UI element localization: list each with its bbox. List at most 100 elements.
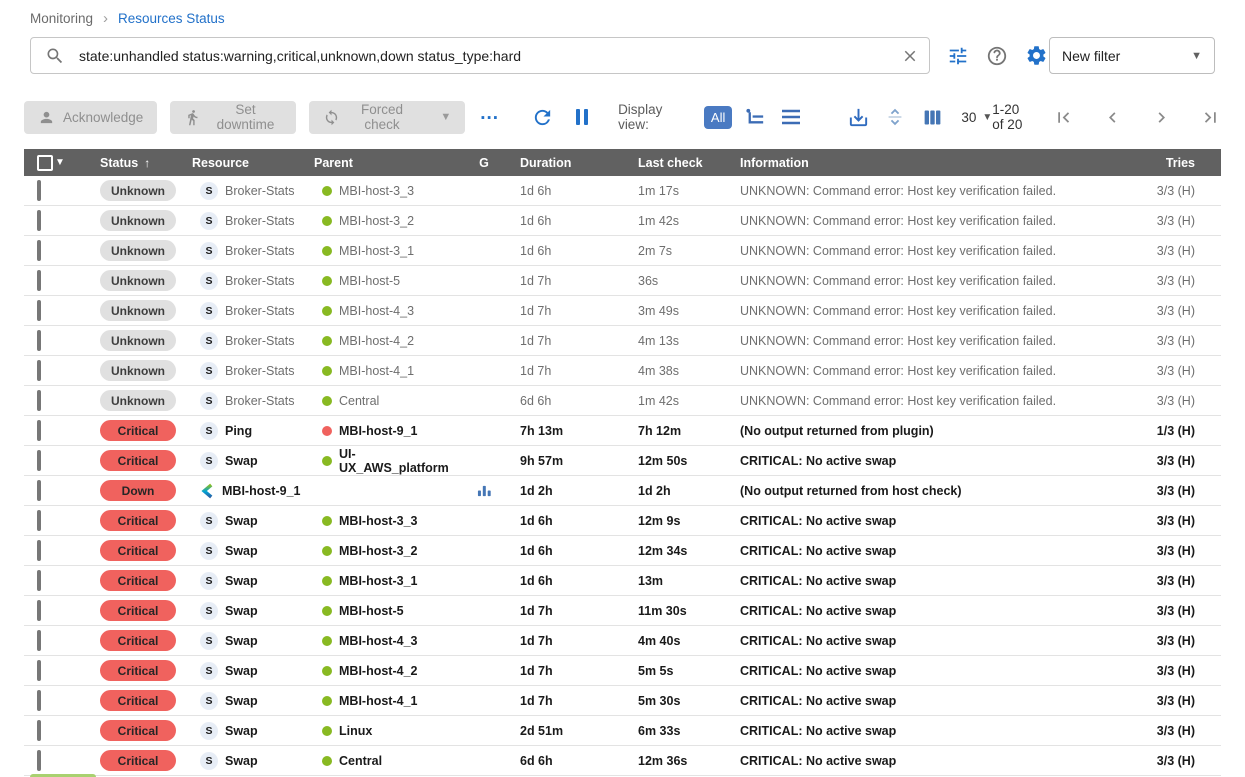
column-header-last-check[interactable]: Last check bbox=[638, 155, 703, 170]
parent-name[interactable]: MBI-host-3_1 bbox=[339, 243, 415, 258]
table-row[interactable]: Down MBI-host-9_1 1d 2h 1d 2h bbox=[24, 476, 1221, 506]
select-all-checkbox[interactable] bbox=[37, 154, 53, 171]
row-checkbox[interactable] bbox=[37, 599, 41, 621]
clear-search-icon[interactable] bbox=[901, 47, 919, 65]
parent-name[interactable]: MBI-host-4_1 bbox=[339, 693, 418, 708]
resource-name[interactable]: MBI-host-9_1 bbox=[222, 483, 301, 498]
status-badge[interactable]: Unknown bbox=[100, 390, 176, 411]
parent-name[interactable]: MBI-host-3_2 bbox=[339, 543, 418, 558]
resource-name[interactable]: Swap bbox=[225, 573, 258, 588]
column-header-resource[interactable]: Resource bbox=[192, 155, 249, 170]
acknowledge-button[interactable]: Acknowledge bbox=[24, 100, 158, 134]
row-checkbox[interactable] bbox=[37, 269, 41, 291]
row-checkbox[interactable] bbox=[37, 389, 41, 411]
settings-gear-icon[interactable] bbox=[1025, 44, 1048, 67]
table-row[interactable]: Critical S Swap MBI-host-3_1 1d 6h 13m C… bbox=[24, 566, 1221, 596]
resource-name[interactable]: Broker-Stats bbox=[225, 243, 295, 258]
row-checkbox[interactable] bbox=[37, 719, 41, 741]
status-badge[interactable]: Critical bbox=[100, 600, 176, 621]
breadcrumb-resources-status[interactable]: Resources Status bbox=[118, 11, 225, 26]
row-checkbox[interactable] bbox=[37, 179, 41, 201]
status-badge[interactable]: Unknown bbox=[100, 180, 176, 201]
forced-check-button[interactable]: Forced check ▼ bbox=[308, 100, 466, 134]
row-checkbox[interactable] bbox=[37, 299, 41, 321]
resource-name[interactable]: Swap bbox=[225, 723, 258, 738]
table-row[interactable]: Unknown S Broker-Stats MBI-host-3_1 1d 6… bbox=[24, 236, 1221, 266]
resource-name[interactable]: Ping bbox=[225, 423, 253, 438]
row-checkbox[interactable] bbox=[37, 239, 41, 261]
row-checkbox[interactable] bbox=[37, 419, 41, 441]
table-row[interactable]: Critical S Swap Central 6d 6h 12m 36s CR… bbox=[24, 746, 1221, 776]
parent-name[interactable]: MBI-host-4_2 bbox=[339, 333, 415, 348]
parent-name[interactable]: MBI-host-5 bbox=[339, 603, 404, 618]
status-badge[interactable]: Critical bbox=[100, 540, 176, 561]
rows-per-page-select[interactable]: 30 ▼ bbox=[961, 110, 992, 125]
table-row[interactable]: Critical S Swap Linux 2d 51m 6m 33s CRIT… bbox=[24, 716, 1221, 746]
parent-name[interactable]: MBI-host-9_1 bbox=[339, 423, 418, 438]
resource-name[interactable]: Swap bbox=[225, 663, 258, 678]
column-header-status[interactable]: Status ↑ bbox=[100, 155, 151, 170]
column-header-duration[interactable]: Duration bbox=[520, 155, 572, 170]
table-row[interactable]: Critical S Swap UI-UX_AWS_platform 9h 57… bbox=[24, 446, 1221, 476]
table-row[interactable]: Critical S Swap MBI-host-4_1 1d 7h 5m 30… bbox=[24, 686, 1221, 716]
row-checkbox[interactable] bbox=[37, 539, 41, 561]
table-row[interactable]: Critical S Swap MBI-host-4_2 1d 7h 5m 5s… bbox=[24, 656, 1221, 686]
resource-name[interactable]: Swap bbox=[225, 453, 258, 468]
first-page-icon[interactable] bbox=[1053, 107, 1074, 128]
help-icon[interactable] bbox=[986, 45, 1008, 67]
row-checkbox[interactable] bbox=[37, 509, 41, 531]
parent-name[interactable]: Linux bbox=[339, 723, 373, 738]
parent-name[interactable]: UI-UX_AWS_platform bbox=[339, 446, 449, 475]
status-badge[interactable]: Critical bbox=[100, 720, 176, 741]
table-row[interactable]: Unknown S Broker-Stats MBI-host-5 1d 7h … bbox=[24, 266, 1221, 296]
table-row[interactable]: Critical S Swap MBI-host-3_2 1d 6h 12m 3… bbox=[24, 536, 1221, 566]
resource-name[interactable]: Broker-Stats bbox=[225, 213, 295, 228]
parent-name[interactable]: MBI-host-3_1 bbox=[339, 573, 418, 588]
row-checkbox[interactable] bbox=[37, 629, 41, 651]
status-badge[interactable]: Critical bbox=[100, 420, 176, 441]
status-badge[interactable]: Critical bbox=[100, 450, 176, 471]
table-row[interactable]: Unknown S Broker-Stats MBI-host-3_3 1d 6… bbox=[24, 176, 1221, 206]
column-header-graph[interactable]: G bbox=[479, 155, 489, 170]
breadcrumb-monitoring[interactable]: Monitoring bbox=[30, 11, 94, 26]
table-row[interactable]: Critical S Ping MBI-host-9_1 7h 13m 7h 1… bbox=[24, 416, 1221, 446]
resource-name[interactable]: Swap bbox=[225, 633, 258, 648]
table-row[interactable]: Unknown S Broker-Stats MBI-host-4_1 1d 7… bbox=[24, 356, 1221, 386]
more-actions-button[interactable]: ... bbox=[480, 103, 500, 124]
filter-tune-icon[interactable] bbox=[947, 45, 969, 67]
resource-name[interactable]: Swap bbox=[225, 753, 258, 768]
status-badge[interactable]: Critical bbox=[100, 630, 176, 651]
parent-name[interactable]: MBI-host-4_1 bbox=[339, 363, 415, 378]
resource-name[interactable]: Broker-Stats bbox=[225, 273, 295, 288]
table-row[interactable]: Critical S Swap MBI-host-5 1d 7h 11m 30s… bbox=[24, 596, 1221, 626]
export-download-icon[interactable] bbox=[847, 106, 870, 129]
resource-name[interactable]: Broker-Stats bbox=[225, 183, 295, 198]
table-row[interactable]: Unknown S Broker-Stats MBI-host-3_2 1d 6… bbox=[24, 206, 1221, 236]
row-checkbox[interactable] bbox=[37, 749, 41, 771]
refresh-icon[interactable] bbox=[531, 106, 554, 129]
row-checkbox[interactable] bbox=[37, 689, 41, 711]
resource-name[interactable]: Swap bbox=[225, 513, 258, 528]
resource-name[interactable]: Swap bbox=[225, 693, 258, 708]
column-header-parent[interactable]: Parent bbox=[314, 155, 353, 170]
filter-dropdown[interactable]: New filter ▼ bbox=[1049, 37, 1215, 74]
parent-name[interactable]: Central bbox=[339, 753, 383, 768]
resource-name[interactable]: Broker-Stats bbox=[225, 363, 295, 378]
status-badge[interactable]: Critical bbox=[100, 660, 176, 681]
row-checkbox[interactable] bbox=[37, 569, 41, 591]
view-all-button[interactable]: All bbox=[703, 105, 733, 129]
row-checkbox[interactable] bbox=[37, 359, 41, 381]
compact-list-icon[interactable] bbox=[779, 105, 803, 129]
status-badge[interactable]: Critical bbox=[100, 690, 176, 711]
resource-name[interactable]: Broker-Stats bbox=[225, 303, 295, 318]
column-header-information[interactable]: Information bbox=[740, 155, 809, 170]
status-badge[interactable]: Unknown bbox=[100, 360, 176, 381]
status-badge[interactable]: Unknown bbox=[100, 240, 176, 261]
resource-name[interactable]: Broker-Stats bbox=[225, 333, 295, 348]
expand-rows-icon[interactable] bbox=[884, 106, 906, 128]
status-badge[interactable]: Unknown bbox=[100, 300, 176, 321]
parent-name[interactable]: MBI-host-4_3 bbox=[339, 303, 415, 318]
status-badge[interactable]: Unknown bbox=[100, 210, 176, 231]
next-page-icon[interactable] bbox=[1151, 107, 1172, 128]
tree-view-icon[interactable] bbox=[744, 106, 767, 129]
